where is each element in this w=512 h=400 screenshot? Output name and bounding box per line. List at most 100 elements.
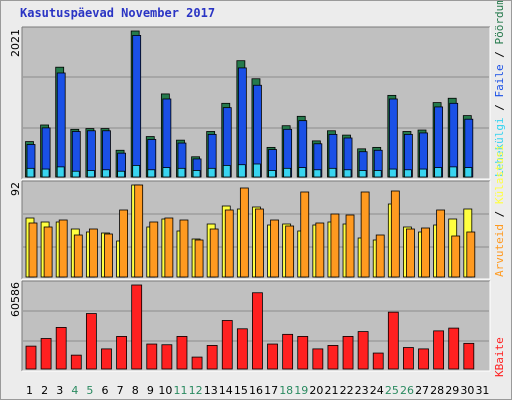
kbytes-bar-day-19 [297,336,309,370]
files-bar-day-11 [177,167,186,178]
x-tick-label-day-28: 28 [430,384,444,397]
files-bar-day-27 [419,168,427,178]
hosts-bar-day-2 [43,226,53,278]
hosts-bar-day-21 [330,213,340,278]
hosts-bar-day-4 [73,234,83,278]
hosts-bar-day-10 [164,217,174,278]
hosts-bar-day-23 [360,191,370,278]
hosts-bar-day-24 [375,234,385,278]
top-legend-separator-2: / [493,45,506,65]
kbytes-bar-day-29 [448,327,460,370]
middle-ymax-label: 92 [9,182,22,196]
pages-bar-day-28 [434,106,444,178]
bottom-ymax-label: 60586 [9,282,22,317]
hosts-bar-day-12 [194,239,204,278]
x-tick-label-day-12: 12 [189,384,203,397]
kbytes-bar-day-30 [463,342,475,370]
x-tick-label-day-7: 7 [117,384,124,397]
files-bar-day-8 [132,165,141,178]
x-tick-label-day-5: 5 [86,384,93,397]
x-tick-label-day-20: 20 [309,384,323,397]
kbytes-bar-day-10 [161,344,173,370]
files-bar-day-12 [192,170,201,178]
hosts-bar-day-5 [88,228,98,278]
files-bar-day-17 [268,170,276,178]
x-tick-label-day-31: 31 [475,384,489,397]
x-tick-label-day-18: 18 [279,384,293,397]
hosts-bar-day-25 [390,190,400,278]
files-bar-day-24 [373,170,382,178]
files-bar-day-16 [253,163,261,178]
pages-bar-day-4 [71,131,81,178]
kbytes-bar-day-3 [55,327,67,370]
files-bar-day-29 [449,166,458,178]
pages-bar-day-25 [388,98,398,178]
hosts-bar-day-30 [466,231,476,278]
hosts-bar-day-7 [119,209,128,278]
kbytes-bar-day-13 [206,345,218,370]
files-bar-day-14 [222,165,231,178]
files-bar-day-10 [162,167,171,178]
files-bar-day-7 [117,170,125,178]
files-bar-day-15 [237,164,246,178]
files-bar-day-6 [102,169,110,178]
x-tick-label-day-9: 9 [147,384,154,397]
files-bar-day-19 [298,167,307,178]
hosts-bar-day-14 [224,209,234,278]
x-tick-label-day-21: 21 [324,384,338,397]
bottom-legend: KBaite [493,337,506,377]
hosts-bar-day-1 [28,222,38,278]
x-tick-label-day-15: 15 [234,384,248,397]
kbytes-bar-day-18 [282,333,294,370]
hosts-bar-day-8 [134,184,144,278]
files-bar-day-21 [328,167,337,178]
kbytes-bar-day-26 [403,347,414,370]
top-legend-separator-1: / [493,98,506,118]
kbytes-bar-day-22 [342,336,354,370]
files-bar-day-18 [283,167,292,178]
hosts-bar-day-9 [149,221,159,278]
x-tick-label-day-22: 22 [340,384,354,397]
x-tick-label-day-26: 26 [400,384,414,397]
kbytes-bar-day-23 [357,331,369,370]
pages-bar-day-10 [162,98,172,178]
hosts-bar-day-27 [421,227,430,278]
files-bar-day-4 [71,170,80,178]
hosts-bar-day-16 [255,208,264,278]
files-bar-day-30 [464,167,473,178]
kbytes-bar-day-27 [418,348,429,370]
kbytes-bar-day-2 [40,338,52,370]
x-tick-label-day-6: 6 [102,384,109,397]
x-tick-label-day-16: 16 [249,384,263,397]
x-tick-label-day-13: 13 [204,384,218,397]
middle-legend-separator-1: / [493,204,506,224]
kbytes-bar-day-16 [252,292,263,370]
x-tick-label-day-3: 3 [56,384,63,397]
hosts-bar-day-17 [270,219,279,278]
hosts-bar-day-6 [104,233,113,278]
hosts-bar-day-19 [300,191,310,278]
bottom-legend-item-0: KBaite [493,337,506,377]
hosts-bar-day-20 [315,222,325,278]
hosts-bar-day-18 [285,225,295,278]
hosts-bar-day-11 [179,219,189,278]
top-legend-item-0: Lehekülgi [493,117,506,177]
hosts-bar-day-26 [406,228,415,278]
kbytes-bar-day-9 [146,343,158,370]
kbytes-bar-day-24 [372,352,384,370]
kbytes-bar-day-4 [70,354,82,370]
top-legend-item-2: Pöördumisi [493,1,506,45]
kbytes-bar-day-21 [327,345,339,370]
top-legend: Lehekülgi / Faile / Pöördumisi [493,1,506,177]
kbytes-bar-day-12 [191,356,203,370]
files-bar-day-22 [343,169,352,178]
x-tick-label-day-19: 19 [294,384,308,397]
files-bar-day-20 [313,169,322,178]
kbytes-bar-day-6 [101,348,112,370]
x-tick-label-day-27: 27 [415,384,429,397]
files-bar-day-5 [86,170,95,178]
x-tick-label-day-8: 8 [132,384,139,397]
kbytes-bar-day-25 [387,311,399,370]
files-bar-day-9 [147,169,156,178]
